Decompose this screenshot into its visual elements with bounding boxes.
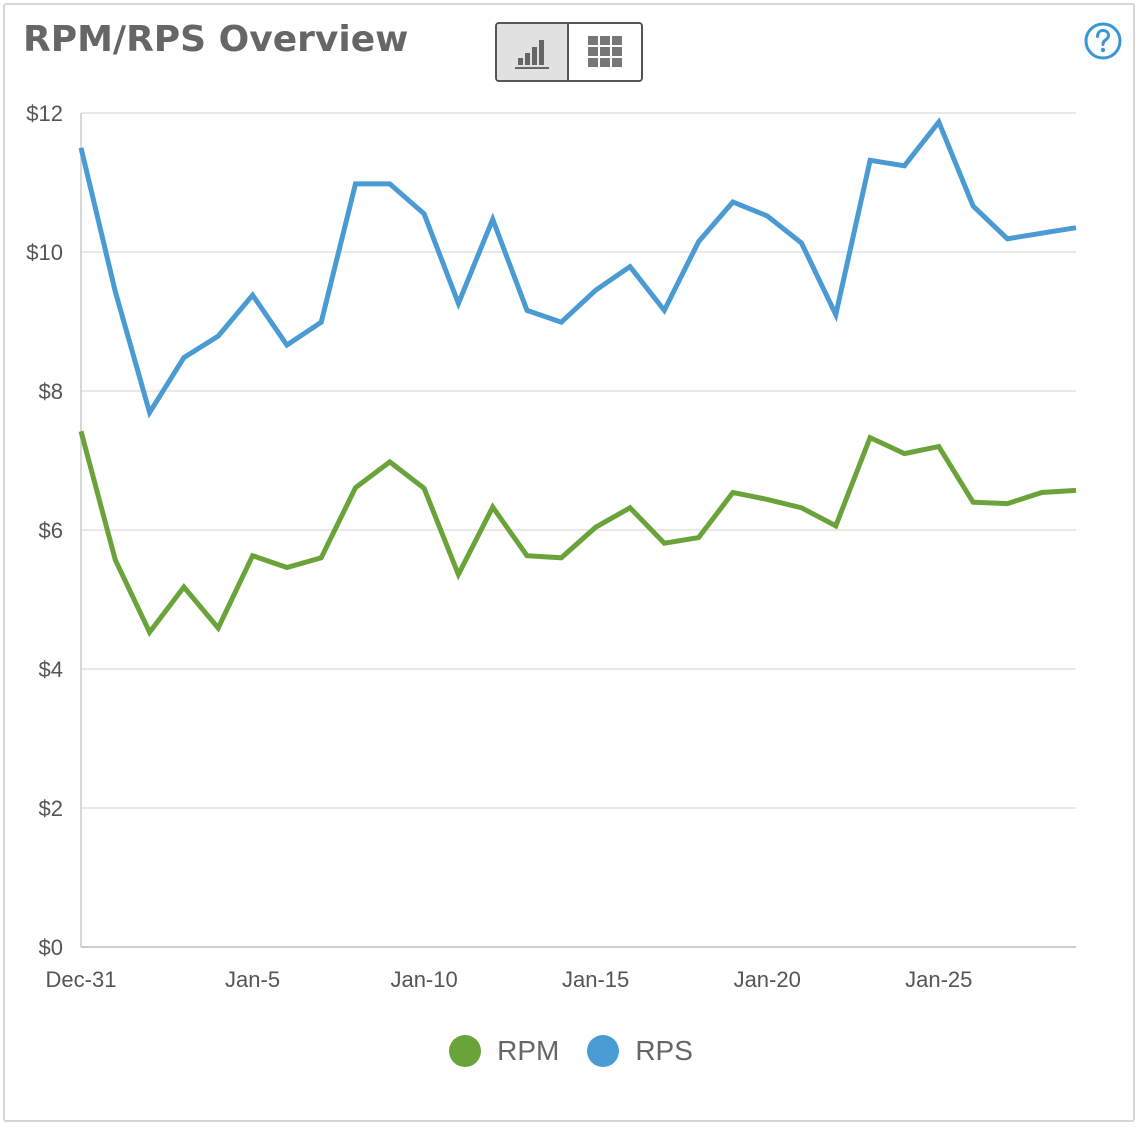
rpm-rps-widget: RPM/RPS Overview — [3, 3, 1135, 1122]
x-tick-label: Jan-20 — [734, 967, 801, 992]
y-tick-label: $8 — [39, 379, 63, 404]
y-tick-label: $0 — [39, 935, 63, 960]
series-line-rpm[interactable] — [78, 430, 1077, 637]
line-chart: $0 $2 $4 $6 $8 $10 $12 Dec-31 Jan-5 Jan-10 Jan-15 J… — [26, 101, 1077, 992]
view-toggle — [495, 22, 643, 82]
y-tick-label: $6 — [39, 518, 63, 543]
help-icon[interactable] — [1083, 21, 1123, 61]
legend-label-rps: RPS — [635, 1035, 693, 1066]
chart-view-button[interactable] — [497, 24, 569, 80]
axis-layer: $0 $2 $4 $6 $8 $10 $12 Dec-31 Jan-5 Jan-10 Jan-15 J… — [26, 101, 972, 992]
grid-layer — [81, 112, 1076, 948]
legend-marker-rpm — [449, 1035, 482, 1067]
y-tick-label: $12 — [26, 101, 63, 126]
x-tick-label: Jan-25 — [905, 967, 972, 992]
series-line-rps[interactable] — [78, 117, 1077, 419]
y-tick-label: $2 — [39, 796, 63, 821]
y-tick-label: $10 — [26, 240, 63, 265]
bar-chart-icon — [515, 40, 549, 69]
widget-title: RPM/RPS Overview — [23, 19, 409, 60]
y-tick-label: $4 — [39, 657, 63, 682]
legend-item-rpm[interactable]: RPM — [449, 1035, 559, 1067]
grid-icon — [588, 36, 622, 67]
series-layer — [78, 117, 1077, 637]
legend-label-rpm: RPM — [497, 1035, 560, 1066]
x-tick-label: Jan-5 — [225, 967, 280, 992]
chart-legend: RPM RPS — [5, 1035, 1137, 1067]
x-tick-label: Jan-15 — [562, 967, 629, 992]
legend-item-rps[interactable]: RPS — [587, 1035, 693, 1067]
legend-marker-rps — [587, 1035, 620, 1067]
x-tick-label: Jan-10 — [390, 967, 457, 992]
table-view-button[interactable] — [569, 24, 641, 80]
x-tick-label: Dec-31 — [46, 967, 117, 992]
